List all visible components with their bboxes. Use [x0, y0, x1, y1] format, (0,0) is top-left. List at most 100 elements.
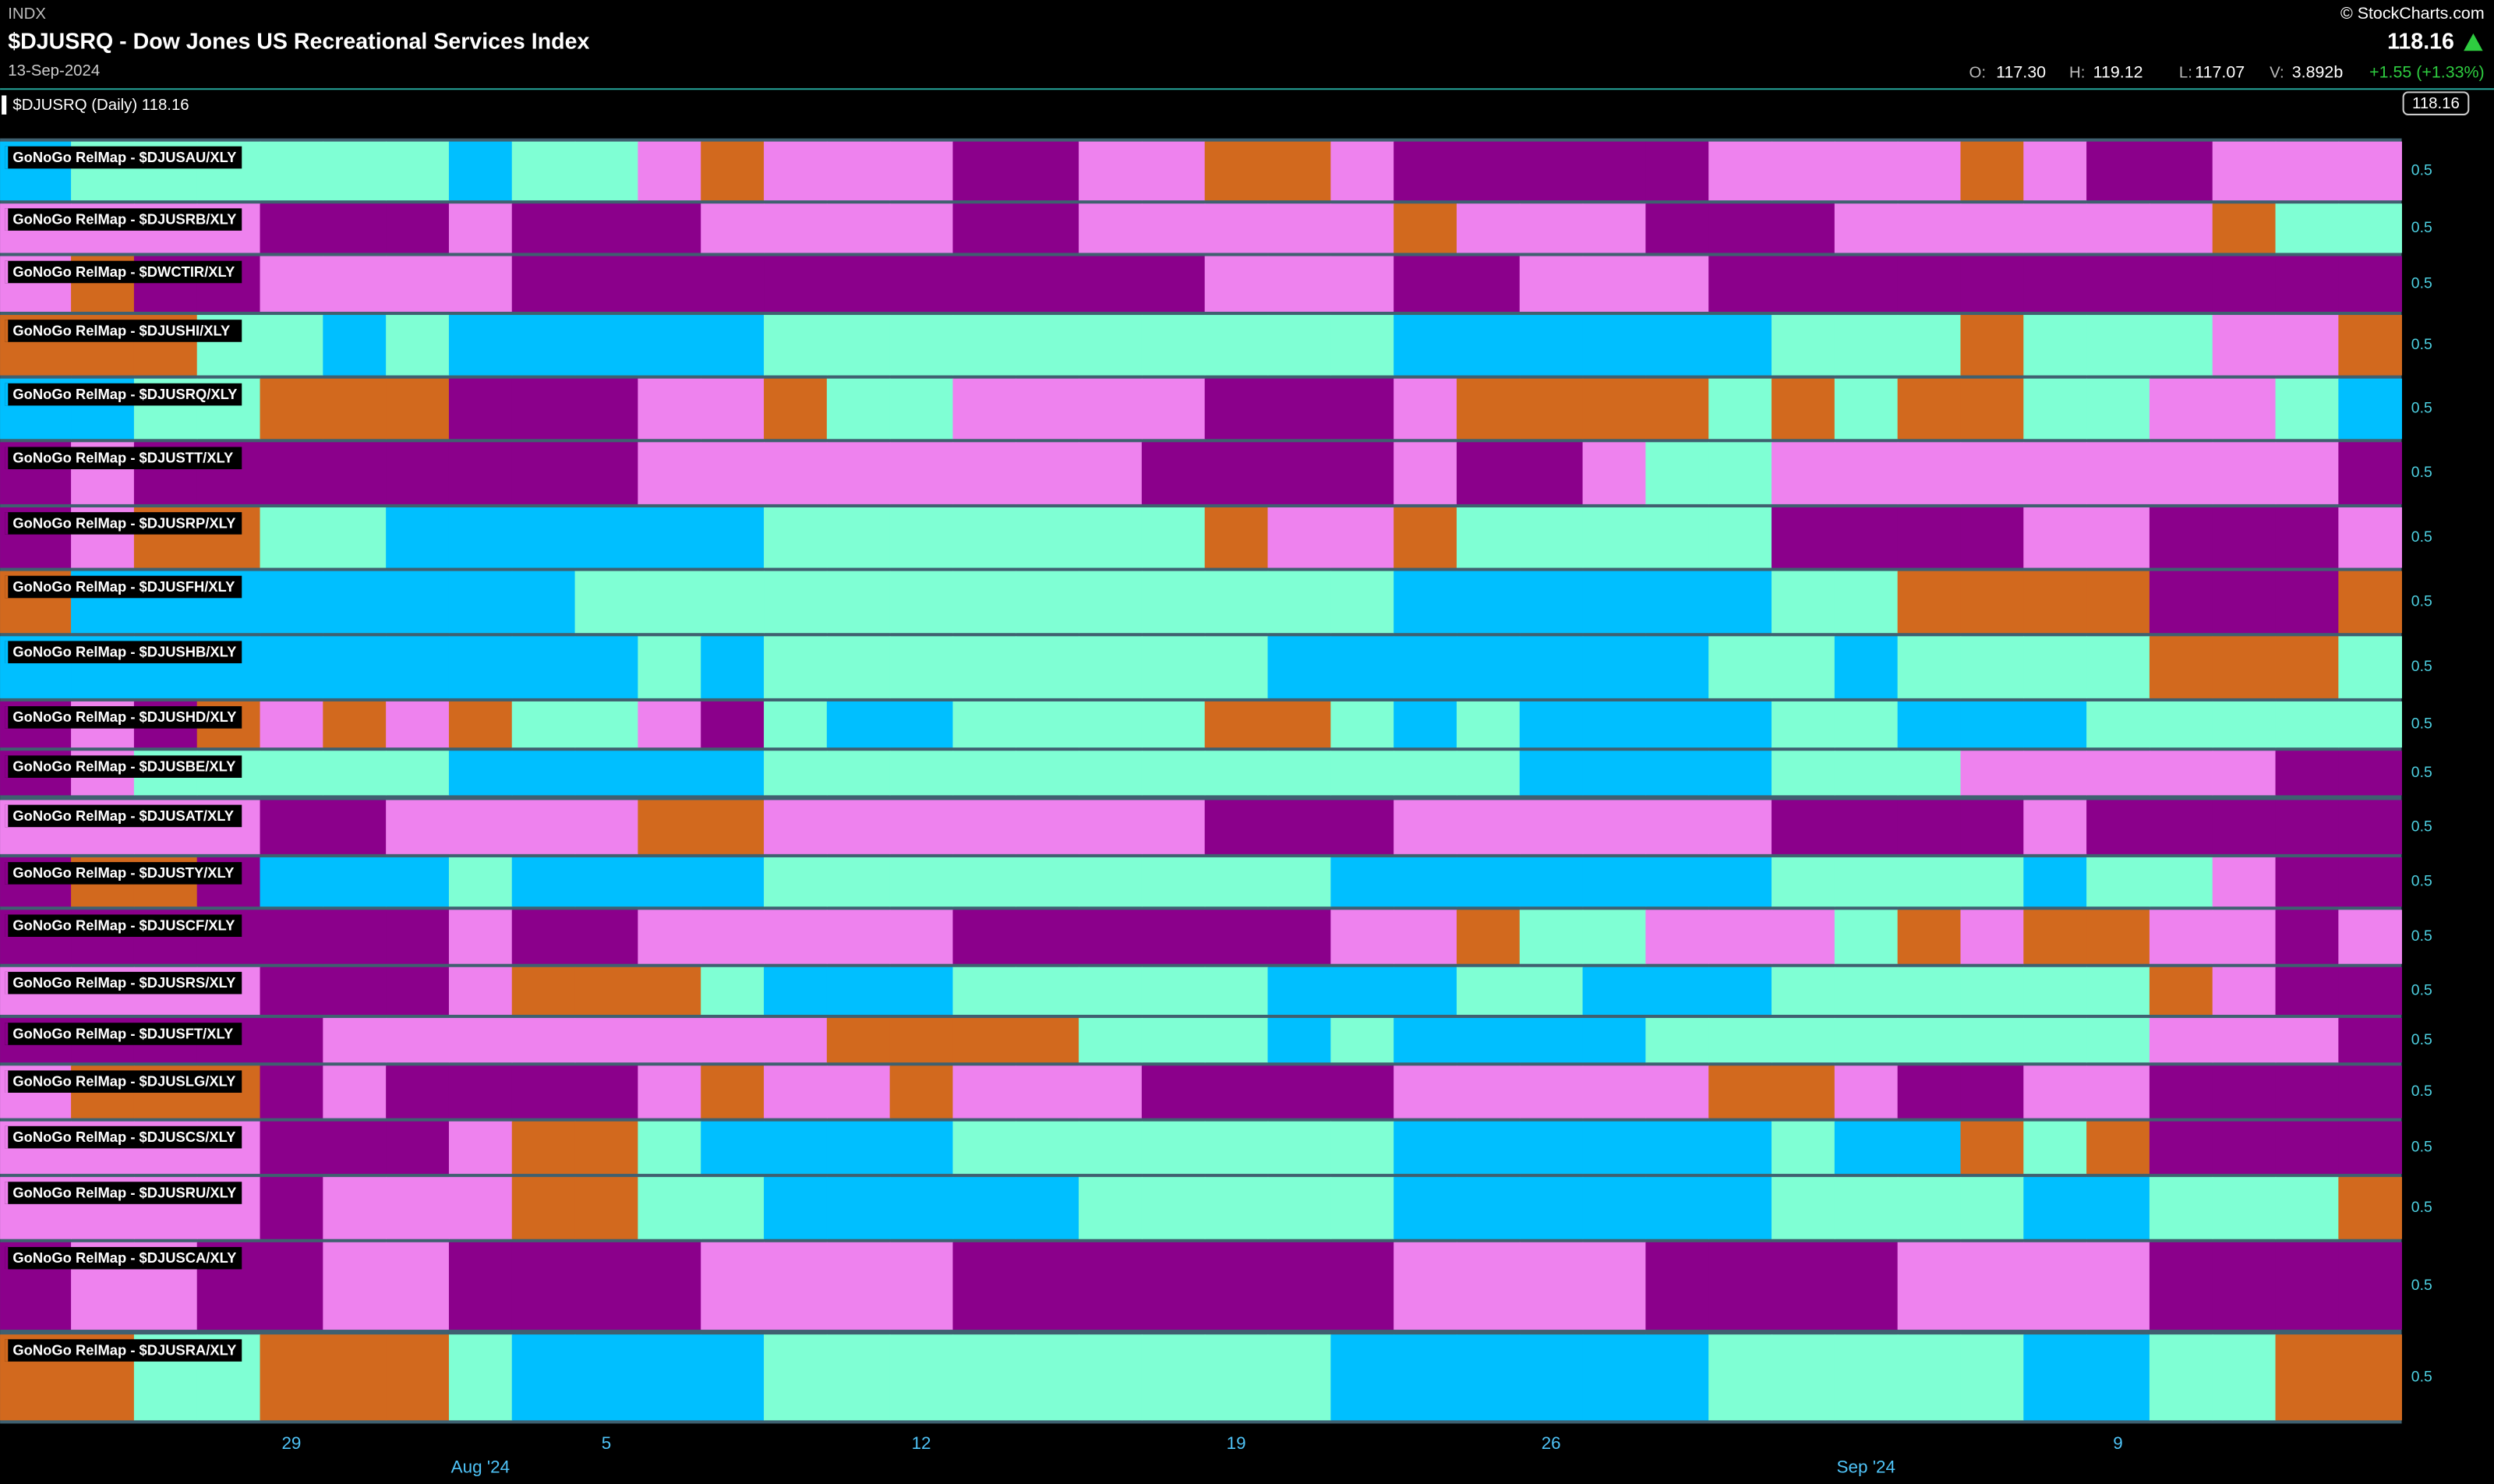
row-label: GoNoGo RelMap - $DWCTIR/XLY	[12, 263, 235, 280]
heat-cell	[1708, 315, 1772, 376]
heat-cell	[2023, 378, 2087, 440]
heat-cell	[2338, 857, 2402, 907]
heat-cell	[701, 256, 765, 312]
heat-cell	[1141, 378, 1206, 440]
heat-cell	[1016, 1018, 1079, 1063]
heat-cell	[2086, 507, 2150, 568]
row-right-label: 0.5	[2411, 1199, 2432, 1216]
heat-cell	[889, 1121, 954, 1175]
ohlc-label: L:	[2179, 64, 2192, 81]
heat-cell	[952, 141, 1017, 201]
heat-cell	[2023, 203, 2087, 253]
heat-cell	[1267, 966, 1332, 1015]
heat-cell	[260, 571, 324, 634]
heat-cell	[2086, 571, 2150, 634]
heat-cell	[1834, 636, 1899, 698]
heat-cell	[2212, 378, 2277, 440]
heat-cell	[638, 256, 702, 312]
heat-cell	[260, 1242, 324, 1330]
heat-cell	[1394, 256, 1457, 312]
heat-cell	[1772, 315, 1835, 376]
heat-cell	[2023, 256, 2087, 312]
row-label-box	[5, 706, 242, 729]
row-label-box	[5, 1246, 242, 1270]
heat-cell	[889, 800, 954, 854]
heat-cell	[701, 1065, 765, 1118]
heat-cell	[323, 256, 387, 312]
heat-cell	[323, 141, 387, 201]
heat-cell	[764, 701, 828, 748]
heat-cell	[2023, 507, 2087, 568]
heat-cell	[1141, 857, 1206, 907]
heat-cell	[1645, 203, 1710, 253]
heat-cell	[1079, 571, 1143, 634]
heat-cell	[638, 507, 702, 568]
heat-cell	[1079, 141, 1143, 201]
heat-cell	[1772, 203, 1835, 253]
row-label-box	[5, 1125, 242, 1149]
heat-cell	[1708, 256, 1772, 312]
heat-cell	[1456, 1121, 1521, 1175]
row-label-marker	[5, 914, 9, 937]
heat-cell	[2149, 1018, 2213, 1063]
heat-cell	[1456, 800, 1521, 854]
heat-cell	[1016, 701, 1079, 748]
heat-cell	[1708, 378, 1772, 440]
heat-cell	[574, 141, 639, 201]
heat-cell	[826, 378, 891, 440]
heat-cell	[889, 1018, 954, 1063]
heat-cell	[1708, 1065, 1772, 1118]
heat-cell	[2275, 203, 2340, 253]
heat-cell	[448, 141, 513, 201]
heat-cell	[1141, 1334, 1206, 1421]
row-label: GoNoGo RelMap - $DJUSCS/XLY	[12, 1129, 235, 1145]
heat-cell	[1079, 256, 1143, 312]
row-label: GoNoGo RelMap - $DJUSRB/XLY	[12, 210, 236, 227]
heat-cell	[2275, 1018, 2340, 1063]
heat-cell	[2086, 910, 2150, 964]
heat-cell	[701, 378, 765, 440]
heat-cell	[1394, 315, 1457, 376]
heat-cell	[448, 1177, 513, 1239]
heat-cell	[2023, 1121, 2087, 1175]
heat-cell	[448, 751, 513, 796]
heat-cell	[2086, 203, 2150, 253]
heat-cell	[2338, 141, 2402, 201]
heat-cell	[1079, 378, 1143, 440]
heat-cell	[260, 442, 324, 504]
heat-cell	[1204, 378, 1269, 440]
heat-cell	[448, 1334, 513, 1421]
heat-cell	[2338, 571, 2402, 634]
heat-cell	[448, 378, 513, 440]
heat-cell	[1330, 256, 1394, 312]
legend-text: $DJUSRQ (Daily) 118.16	[12, 97, 189, 114]
row-label-box	[5, 1339, 242, 1362]
heat-cell	[2275, 1242, 2340, 1330]
heat-cell	[952, 857, 1017, 907]
row-label-box	[5, 1182, 242, 1204]
heat-cell	[701, 571, 765, 634]
heat-cell	[1960, 442, 2025, 504]
heat-cell	[1772, 378, 1835, 440]
heat-cell	[764, 203, 828, 253]
heat-cell	[764, 256, 828, 312]
row-right-label: 0.5	[2411, 336, 2432, 353]
heat-cell	[574, 910, 639, 964]
heat-cell	[2086, 1065, 2150, 1118]
heat-cell	[1267, 256, 1332, 312]
heat-cell	[1330, 966, 1394, 1015]
heat-cell	[1394, 1177, 1457, 1239]
heat-cell	[2149, 571, 2213, 634]
heat-cell	[574, 315, 639, 376]
heat-cell	[638, 1334, 702, 1421]
heat-cell	[1582, 1121, 1647, 1175]
heat-cell	[1834, 141, 1899, 201]
heat-cell	[1394, 751, 1457, 796]
heat-cell	[448, 1121, 513, 1175]
heat-cell	[511, 442, 576, 504]
heat-cell	[260, 203, 324, 253]
heat-cell	[2212, 442, 2277, 504]
heat-cell	[2338, 800, 2402, 854]
heat-cell	[511, 507, 576, 568]
heat-cell	[1834, 1065, 1899, 1118]
